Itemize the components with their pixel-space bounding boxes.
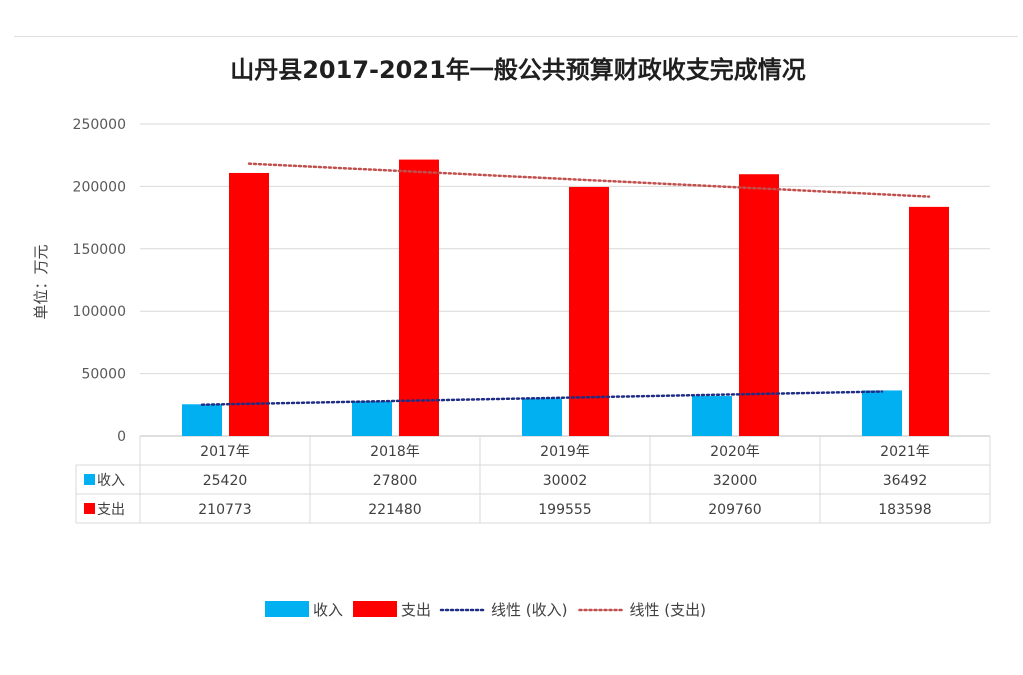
- table-cell: 32000: [713, 473, 758, 489]
- bar-支出-2019年: [569, 186, 609, 436]
- bar-收入-2021年: [862, 390, 902, 436]
- table-cell: 209760: [708, 502, 761, 518]
- y-tick-label: 0: [117, 429, 126, 445]
- bar-收入-2020年: [692, 396, 732, 436]
- bars: [182, 159, 949, 436]
- legend-label: 收入: [313, 601, 343, 619]
- category-label: 2020年: [710, 444, 760, 460]
- table-row-label: 支出: [97, 502, 125, 518]
- bar-收入-2018年: [352, 401, 392, 436]
- table-row-label: 收入: [97, 473, 125, 489]
- legend-label: 支出: [401, 601, 431, 619]
- table-cell: 27800: [373, 473, 418, 489]
- y-tick-label: 200000: [73, 179, 126, 195]
- table-cell: 30002: [543, 473, 588, 489]
- trendline-收入: [200, 390, 884, 406]
- trendlines: [200, 162, 931, 406]
- category-label: 2018年: [370, 444, 420, 460]
- bar-支出-2018年: [399, 159, 439, 436]
- y-tick-label: 150000: [73, 242, 126, 258]
- gridlines: [140, 123, 990, 437]
- chart-title: 山丹县2017-2021年一般公共预算财政收支完成情况: [230, 56, 806, 84]
- table-cell: 183598: [878, 502, 931, 518]
- table-cell: 36492: [883, 473, 928, 489]
- bar-支出-2021年: [909, 206, 949, 436]
- y-axis-label: 单位：万元: [32, 244, 50, 319]
- legend-label: 线性 (支出): [630, 601, 706, 619]
- category-label: 2019年: [540, 444, 590, 460]
- table-cell: 221480: [368, 502, 421, 518]
- y-tick-label: 100000: [73, 304, 126, 320]
- legend-key-收入: [265, 601, 309, 617]
- legend-key-支出: [353, 601, 398, 617]
- trendline-支出: [247, 162, 931, 198]
- y-tick-label: 250000: [73, 117, 126, 133]
- y-axis-ticks: 0 50000 100000 150000 200000 250000: [73, 117, 126, 445]
- legend-label: 线性 (收入): [491, 601, 567, 619]
- category-label: 2021年: [880, 444, 930, 460]
- legend: 收入 支出 线性 (收入) 线性 (支出): [265, 601, 706, 619]
- category-label: 2017年: [200, 444, 250, 460]
- table-legend-key: [84, 503, 95, 514]
- top-divider: [14, 36, 1018, 37]
- y-tick-label: 50000: [81, 367, 126, 383]
- bar-支出-2017年: [229, 172, 269, 436]
- bar-支出-2020年: [739, 174, 779, 436]
- bar-收入-2019年: [522, 398, 562, 436]
- bar-收入-2017年: [182, 404, 222, 436]
- table-cell: 25420: [203, 473, 248, 489]
- table-cell: 199555: [538, 502, 591, 518]
- table-legend-key: [84, 474, 95, 485]
- table-cell: 210773: [198, 502, 251, 518]
